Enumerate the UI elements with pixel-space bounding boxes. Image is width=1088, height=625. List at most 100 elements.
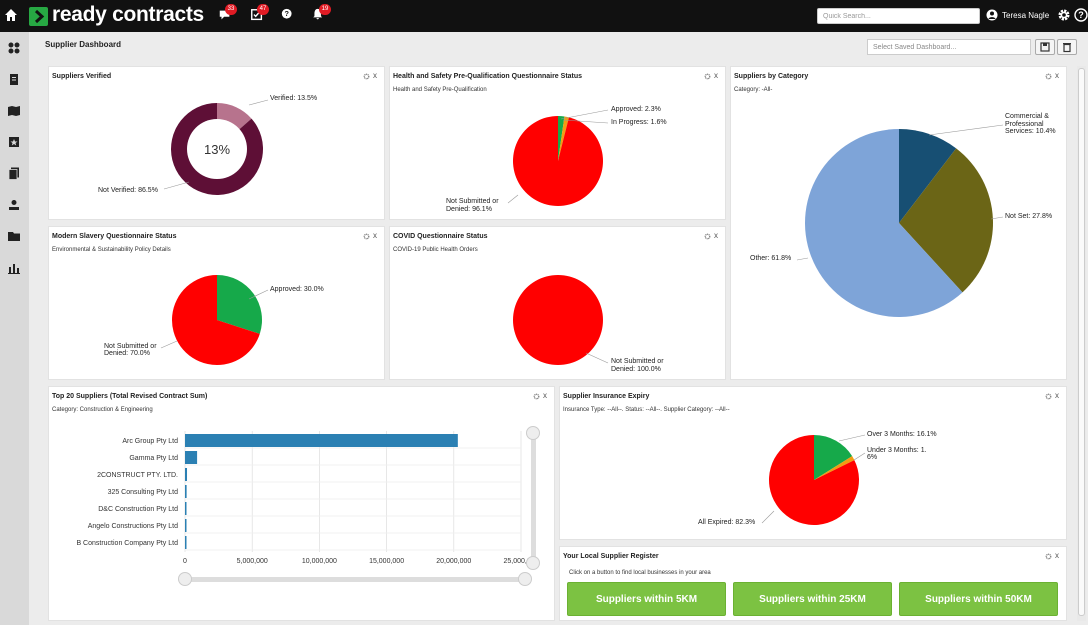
panel-covid: COVID Questionnaire Status COVID-19 Publ… [389,226,726,380]
pie-slice-not-submitted-or-denied [172,275,260,365]
help-button[interactable]: ? [281,8,297,24]
quick-search-input[interactable] [817,8,980,24]
home-icon[interactable] [4,8,18,22]
panel-subtitle: Health and Safety Pre-Qualification [393,87,487,93]
user-name[interactable]: Teresa Nagle [1002,11,1050,20]
label-not-verified: Not Verified: 86.5% [98,187,158,194]
modern-slavery-pie [172,275,262,365]
tasks-badge: 47 [257,4,269,15]
suppliers-verified-donut: 13% [171,103,263,195]
pie-slice-all-expired [769,435,859,525]
insurance-pie [769,435,859,525]
y-tick-label: Angelo Constructions Pty Ltd [88,523,178,530]
panel-by-category: Suppliers by Category Category: -All- x … [730,66,1067,380]
panel-close-icon[interactable]: x [373,71,377,80]
chart-horizontal-scroll-handle[interactable] [178,572,192,586]
panel-close-icon[interactable]: x [714,231,718,240]
panel-close-icon[interactable]: x [373,231,377,240]
user-icon[interactable] [986,9,998,21]
messages-badge: 33 [225,4,237,15]
label-not-submitted-line2: Denied: 70.0% [104,350,150,357]
person-icon[interactable] [7,198,21,212]
pie-slice-in-progress [558,116,569,161]
messages-button[interactable]: 33 [218,4,237,24]
notifications-badge: 19 [319,4,331,15]
svg-text:?: ? [284,9,289,18]
bar-chart-icon[interactable] [7,261,21,275]
chart-horizontal-scroll-handle[interactable] [518,572,532,586]
panel-title: Suppliers by Category [734,73,809,80]
panel-title: Modern Slavery Questionnaire Status [52,233,177,240]
page-scrollbar[interactable] [1077,66,1086,621]
panel-settings-icon[interactable] [704,73,711,80]
panel-title: Health and Safety Pre-Qualification Ques… [393,73,583,80]
panel-settings-icon[interactable] [1045,553,1052,560]
suppliers-5km-button[interactable]: Suppliers within 5KM [567,582,726,616]
panel-settings-icon[interactable] [1045,73,1052,80]
trash-icon [1063,43,1071,53]
pie-slice-commercial-professional-services [899,129,957,223]
page-scrollbar-thumb[interactable] [1078,68,1085,616]
page-title: Supplier Dashboard [45,40,122,49]
pie-slice-other [805,129,963,317]
x-tick-label: 5,000,000 [237,558,268,565]
panel-settings-icon[interactable] [533,393,540,400]
bar-b-construction-company-pty-ltd [185,536,187,549]
map-icon[interactable] [7,104,21,118]
help-circle-icon[interactable]: ? [1074,8,1088,22]
label-over-3-months: Over 3 Months: 16.1% [867,431,937,438]
tasks-button[interactable]: 47 [250,4,269,24]
panel-close-icon[interactable]: x [543,391,547,400]
clipboard-icon[interactable] [7,72,21,86]
saved-dashboard-select[interactable]: Select Saved Dashboard... [867,39,1031,55]
chart-vertical-scroll-track[interactable] [531,429,536,569]
label-commercial-line2: Professional [1005,121,1044,128]
dashboard-icon[interactable] [7,41,21,55]
x-tick-label: 20,000,000 [436,558,471,565]
panel-close-icon[interactable]: x [714,71,718,80]
brand-name: ready contracts [52,3,204,26]
pie-slice-not-submitted-or-denied [513,116,603,206]
folder-icon[interactable] [7,229,21,243]
covid-pie [512,275,603,365]
suppliers-50km-button[interactable]: Suppliers within 50KM [899,582,1058,616]
panel-suppliers-verified: Suppliers Verified x 13% Verified: 13.5%… [48,66,385,220]
question-circle-icon: ? [281,8,292,19]
pie-slice-under-3-months [814,456,855,480]
panel-settings-icon[interactable] [704,233,711,240]
label-commercial-line3: Services: 10.4% [1005,128,1056,135]
chart-horizontal-scroll-track[interactable] [185,577,525,582]
panel-modern-slavery: Modern Slavery Questionnaire Status Envi… [48,226,385,380]
panel-settings-icon[interactable] [363,233,370,240]
pie-slice-approved [217,275,262,334]
bar-2construct-pty-ltd- [185,468,188,481]
chart-vertical-scroll-handle[interactable] [526,556,540,570]
panel-settings-icon[interactable] [363,73,370,80]
chart-vertical-scroll-handle[interactable] [526,426,540,440]
panel-subtitle: COVID-19 Public Health Orders [393,247,478,253]
x-tick-label: 25,000,000 [503,558,538,565]
panel-close-icon[interactable]: x [1055,71,1059,80]
panel-subtitle: Click on a button to find local business… [569,570,711,576]
sidebar [0,32,29,625]
panel-settings-icon[interactable] [1045,393,1052,400]
y-tick-label: Gamma Pty Ltd [129,455,178,462]
label-not-submitted-line1: Not Submitted or [611,358,664,365]
svg-text:?: ? [1078,10,1084,20]
y-tick-label: D&C Construction Pty Ltd [98,506,178,513]
settings-gear-icon[interactable] [1057,8,1071,22]
panel-hs-prequal: Health and Safety Pre-Qualification Ques… [389,66,726,220]
suppliers-25km-button[interactable]: Suppliers within 25KM [733,582,892,616]
panel-close-icon[interactable]: x [1055,551,1059,560]
star-box-icon[interactable] [7,135,21,149]
label-under-3-months-line2: 6% [867,454,878,461]
bar-gamma-pty-ltd [185,451,198,464]
x-tick-label: 15,000,000 [369,558,404,565]
panel-close-icon[interactable]: x [1055,391,1059,400]
y-tick-label: 2CONSTRUCT PTY. LTD. [97,472,178,479]
documents-icon[interactable] [7,166,21,180]
notifications-button[interactable]: 19 [312,4,331,24]
save-dashboard-button[interactable] [1035,39,1055,55]
y-tick-label: Arc Group Pty Ltd [122,438,178,445]
delete-dashboard-button[interactable] [1057,39,1077,55]
